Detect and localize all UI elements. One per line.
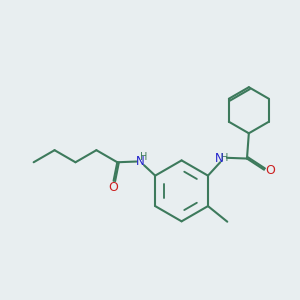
- Text: H: H: [221, 153, 228, 163]
- Text: O: O: [265, 164, 275, 177]
- Text: N: N: [136, 155, 145, 168]
- Text: O: O: [109, 181, 118, 194]
- Text: H: H: [140, 152, 148, 162]
- Text: N: N: [215, 152, 224, 165]
